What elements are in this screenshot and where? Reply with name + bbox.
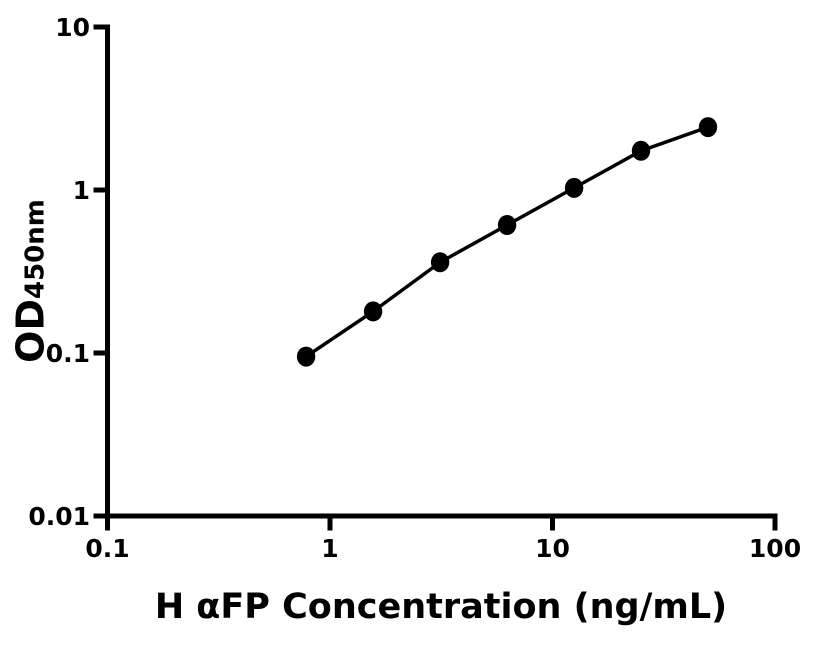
data-point xyxy=(698,117,718,138)
data-point xyxy=(430,252,450,273)
x-tick-label: 0.1 xyxy=(85,534,129,563)
series-layer xyxy=(296,117,718,367)
tick-labels: 0.01 0.1 1 10 0.1 1 10 100 xyxy=(28,13,801,563)
x-tick-label: 100 xyxy=(749,534,801,563)
x-tick-label: 1 xyxy=(321,534,338,563)
y-axis-title-subscript: 450nm xyxy=(21,199,51,299)
y-tick-label: 10 xyxy=(55,13,90,42)
y-tick-label: 0.1 xyxy=(46,339,90,368)
data-point xyxy=(564,177,584,198)
data-point xyxy=(631,140,651,161)
data-point xyxy=(363,301,383,322)
axes xyxy=(93,24,778,531)
x-tick-label: 10 xyxy=(535,534,570,563)
y-axis-title-main: OD xyxy=(9,299,53,363)
standard-curve-line xyxy=(305,125,709,359)
y-axis-title: OD450nm xyxy=(9,199,53,363)
y-tick-label: 0.01 xyxy=(28,502,90,531)
x-axis-title: H αFP Concentration (ng/mL) xyxy=(155,587,727,627)
data-point xyxy=(296,346,316,367)
y-tick-label: 1 xyxy=(73,176,90,205)
data-point xyxy=(497,215,517,235)
